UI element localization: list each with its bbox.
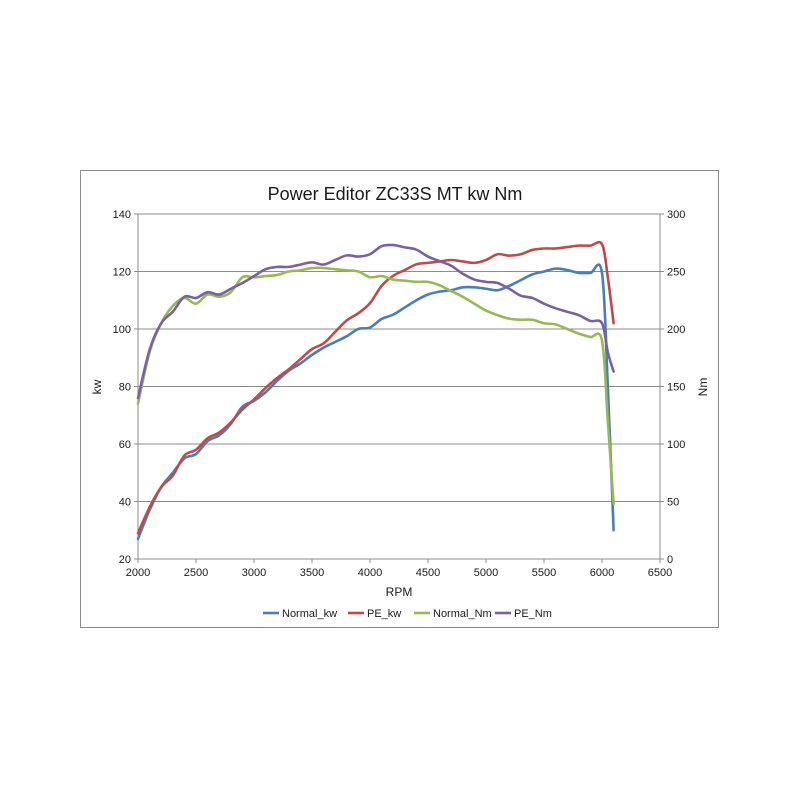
- y2-tick-label: 0: [667, 554, 673, 566]
- legend-label: PE_Nm: [514, 608, 552, 620]
- x-tick-label: 5500: [532, 567, 556, 579]
- series-line-pe-nm: [136, 243, 615, 400]
- y2-tick-label: 250: [667, 267, 685, 279]
- y-tick-label: 100: [113, 324, 131, 336]
- y2-tick-label: 50: [667, 497, 679, 509]
- x-tick-label: 4500: [416, 567, 440, 579]
- series-line-normal-nm: [136, 266, 615, 506]
- series-layer: [136, 240, 615, 541]
- y-tick-label: 60: [119, 439, 131, 451]
- x-tick-label: 3500: [300, 567, 324, 579]
- legend-label: Normal_Nm: [433, 608, 492, 620]
- series-line-normal-kw: [136, 263, 615, 541]
- y-tick-label: 20: [119, 554, 131, 566]
- y-tick-label: 40: [119, 497, 131, 509]
- chart-frame: 20 40 60 80 100 120 140 0 50 100 150 200 250 300 2000 2…: [80, 170, 719, 628]
- x-tick-label: 3000: [242, 567, 266, 579]
- y2-tick-label: 300: [667, 209, 685, 221]
- legend-label: Normal_kw: [282, 608, 337, 620]
- y2-tick-label: 150: [667, 382, 685, 394]
- axis-layer: 20 40 60 80 100 120 140 0 50 100 150 200 250 300 2000 2…: [113, 209, 686, 579]
- grid-layer: [138, 213, 660, 502]
- x-axis-label: RPM: [386, 585, 413, 599]
- x-tick-label: 4000: [358, 567, 382, 579]
- series-line-pe-kw: [136, 240, 615, 535]
- y-axis-label: kw: [90, 379, 104, 394]
- x-tick-label: 6000: [590, 567, 614, 579]
- chart-title: Power Editor ZC33S MT kw Nm: [268, 184, 523, 204]
- y-tick-label: 80: [119, 382, 131, 394]
- legend-label: PE_kw: [367, 608, 401, 620]
- x-tick-label: 2500: [184, 567, 208, 579]
- y2-axis-label: Nm: [696, 378, 710, 397]
- x-tick-label: 5000: [474, 567, 498, 579]
- x-tick-label: 2000: [126, 567, 150, 579]
- y2-tick-label: 100: [667, 439, 685, 451]
- y-tick-label: 120: [113, 267, 131, 279]
- x-tick-label: 6500: [648, 567, 672, 579]
- chart-legend: Normal_kw PE_kw Normal_Nm PE_Nm: [263, 608, 552, 620]
- y-tick-label: 140: [113, 209, 131, 221]
- chart-svg: 20 40 60 80 100 120 140 0 50 100 150 200 250 300 2000 2…: [90, 184, 710, 620]
- y2-tick-label: 200: [667, 324, 685, 336]
